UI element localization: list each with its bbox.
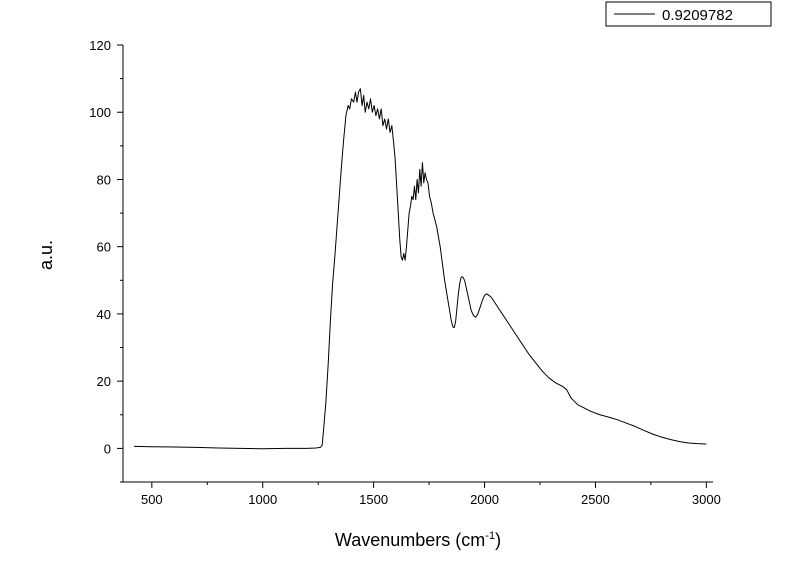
y-tick-label: 20 (97, 374, 111, 389)
y-tick-label: 60 (97, 240, 111, 255)
y-axis-title: a.u. (36, 240, 56, 270)
x-tick-label: 1000 (248, 492, 277, 507)
y-tick-label: 0 (104, 441, 111, 456)
x-axis-title-main: Wavenumbers (cm (335, 530, 485, 550)
y-axis-ticks: 0 20 40 60 80 100 120 (89, 38, 123, 483)
x-axis-title-suffix: ) (495, 530, 501, 550)
x-axis-title: Wavenumbers (cm-1) (335, 530, 501, 550)
x-tick-label: 3000 (692, 492, 721, 507)
legend: 0.9209782 (605, 1, 772, 27)
legend-entry-label: 0.9209782 (662, 7, 733, 24)
x-tick-label: 1500 (359, 492, 388, 507)
x-tick-label: 2000 (470, 492, 499, 507)
x-axis-title-superscript: -1 (485, 530, 495, 542)
axes (122, 45, 713, 483)
plot-area (134, 88, 707, 450)
x-axis-ticks: 500 1000 1500 2000 2500 3000 (141, 482, 721, 507)
x-tick-label: 2500 (581, 492, 610, 507)
y-tick-label: 120 (89, 38, 111, 53)
x-tick-label: 500 (141, 492, 163, 507)
y-tick-label: 40 (97, 307, 111, 322)
y-tick-label: 100 (89, 105, 111, 120)
y-tick-label: 80 (97, 172, 111, 187)
series-line-0 (134, 88, 707, 450)
